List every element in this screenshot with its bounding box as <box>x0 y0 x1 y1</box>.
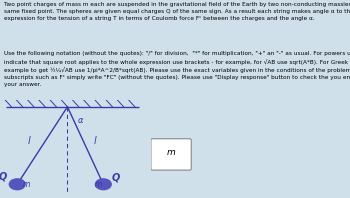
Text: l: l <box>28 136 31 146</box>
Text: Q: Q <box>0 171 7 181</box>
Text: α: α <box>77 115 83 125</box>
Text: m: m <box>167 148 176 157</box>
Text: m: m <box>95 180 102 189</box>
Text: l: l <box>94 136 97 146</box>
Text: Q: Q <box>112 172 120 182</box>
FancyBboxPatch shape <box>151 139 191 170</box>
Circle shape <box>9 179 25 190</box>
Text: Two point charges of mass m each are suspended in the gravitational field of the: Two point charges of mass m each are sus… <box>4 2 350 21</box>
Circle shape <box>96 179 111 190</box>
Text: m: m <box>23 180 30 189</box>
Text: Use the following notation (without the quotes): "/" for division,  "*" for mult: Use the following notation (without the … <box>4 51 350 87</box>
